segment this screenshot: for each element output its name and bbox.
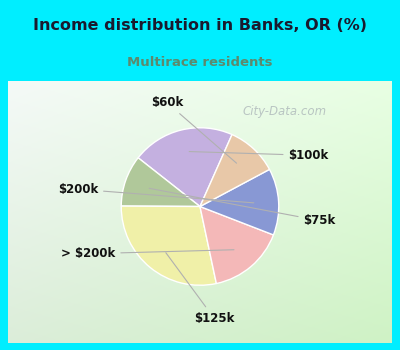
Text: $75k: $75k bbox=[149, 188, 336, 227]
Wedge shape bbox=[121, 206, 216, 285]
Text: $200k: $200k bbox=[58, 183, 254, 203]
Text: City-Data.com: City-Data.com bbox=[242, 105, 326, 119]
Text: $60k: $60k bbox=[151, 96, 236, 163]
Text: > $200k: > $200k bbox=[61, 247, 234, 260]
Text: $100k: $100k bbox=[189, 149, 329, 162]
Text: $125k: $125k bbox=[166, 253, 234, 325]
Text: Income distribution in Banks, OR (%): Income distribution in Banks, OR (%) bbox=[33, 18, 367, 33]
Wedge shape bbox=[138, 128, 232, 206]
Text: Multirace residents: Multirace residents bbox=[127, 56, 273, 69]
Wedge shape bbox=[200, 169, 279, 235]
Wedge shape bbox=[200, 134, 270, 206]
Wedge shape bbox=[121, 158, 200, 206]
Wedge shape bbox=[200, 206, 274, 284]
